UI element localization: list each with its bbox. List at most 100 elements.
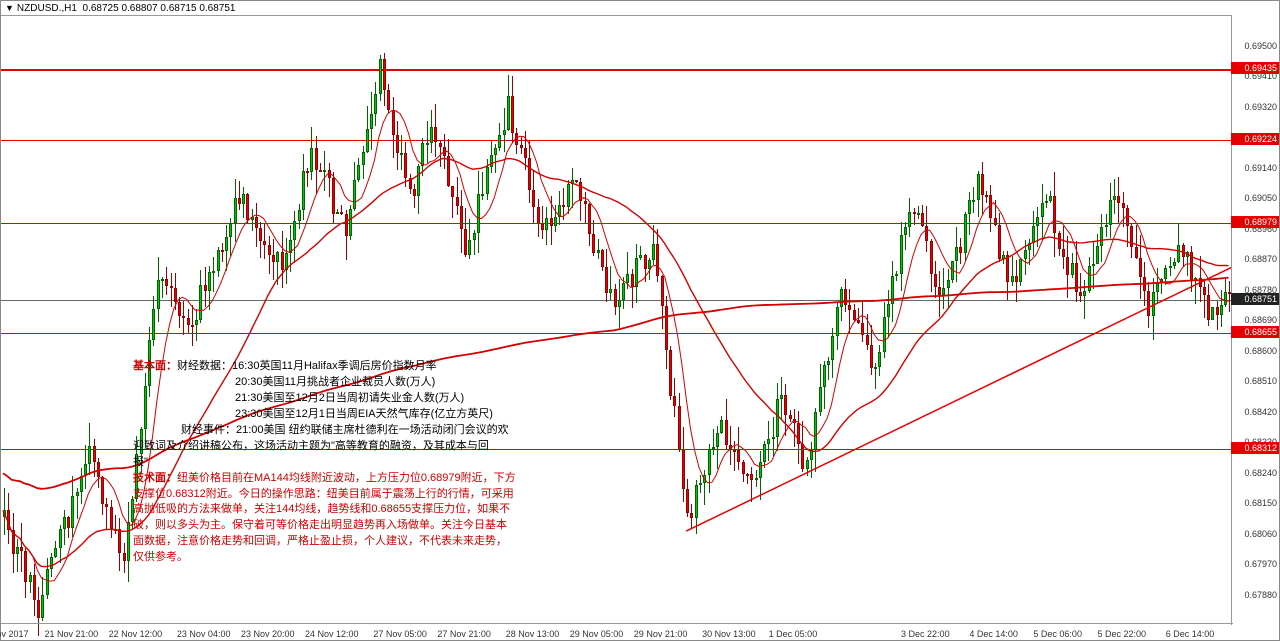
candle [1117, 177, 1120, 223]
candle [1152, 278, 1155, 340]
candle [874, 363, 877, 388]
candle [396, 121, 399, 170]
candle [699, 475, 702, 494]
x-tick: 27 Nov 05:00 [373, 629, 427, 639]
candle [767, 421, 770, 461]
candle [494, 144, 497, 173]
candle [114, 515, 117, 534]
candle [972, 187, 975, 213]
candle [541, 206, 544, 238]
candle [1075, 241, 1078, 302]
candle [1066, 236, 1069, 299]
candle [759, 451, 762, 500]
candle [242, 187, 245, 218]
candle [806, 457, 809, 476]
candle [528, 140, 531, 202]
candle [41, 577, 44, 621]
candle [686, 479, 689, 517]
candle [652, 225, 655, 264]
analysis-text-overlay: 基本面：财经数据：16:30英国11月Halifax季调后房价指数月率 20:3… [133, 359, 516, 566]
candle [76, 488, 79, 519]
candle [772, 417, 775, 455]
candle [814, 408, 817, 473]
candle [1049, 191, 1052, 203]
y-tick: 0.68150 [1244, 498, 1277, 508]
candle [507, 75, 510, 131]
y-tick: 0.68690 [1244, 315, 1277, 325]
candle [998, 213, 1001, 262]
candle [276, 251, 279, 285]
candle [968, 192, 971, 234]
candle [251, 209, 254, 230]
candle [789, 410, 792, 422]
candle [426, 121, 429, 163]
y-tick: 0.69140 [1244, 163, 1277, 173]
candle [853, 304, 856, 321]
candle [665, 296, 668, 369]
candle [1139, 235, 1142, 299]
candle [12, 513, 15, 573]
candle [938, 271, 941, 317]
candle [532, 171, 535, 224]
candle [392, 97, 395, 158]
candle [844, 279, 847, 312]
candle [54, 541, 57, 558]
chart-title: ▼ NZDUSD. , H1 0.68725 0.68807 0.68715 0… [1, 1, 235, 15]
x-tick: 5 Dec 22:00 [1097, 629, 1146, 639]
candle [7, 493, 10, 544]
dropdown-icon[interactable]: ▼ [5, 3, 14, 13]
candle [430, 110, 433, 153]
candle [20, 523, 23, 572]
candle [520, 136, 523, 154]
y-tick: 0.67880 [1244, 590, 1277, 600]
x-tick: 23 Nov 04:00 [177, 629, 231, 639]
candle [182, 301, 185, 336]
candle [191, 305, 194, 346]
candle [101, 476, 104, 516]
candle [234, 179, 237, 243]
candle [357, 158, 360, 182]
candle [797, 411, 800, 464]
x-tick: 1 Dec 05:00 [769, 629, 818, 639]
time-axis: 21 Nov 201721 Nov 21:0022 Nov 12:0023 No… [1, 623, 1233, 640]
candle [883, 302, 886, 358]
candle [763, 441, 766, 469]
candle [486, 159, 489, 200]
candle [1147, 282, 1150, 328]
candle [1130, 223, 1133, 258]
candle [1113, 179, 1116, 213]
candle [353, 162, 356, 211]
candle [1122, 192, 1125, 227]
candle [989, 185, 992, 232]
candle [861, 301, 864, 342]
candle [733, 441, 736, 471]
candle [1126, 205, 1129, 247]
price-level-label: 0.68655 [1231, 326, 1279, 338]
x-tick: 30 Nov 13:00 [702, 629, 756, 639]
ohlc-close: 0.68751 [199, 3, 235, 14]
candle [1006, 251, 1009, 300]
candle [460, 190, 463, 252]
price-axis: 0.695000.694100.693200.692300.691400.690… [1231, 15, 1279, 625]
candle [340, 205, 343, 215]
candle [695, 480, 698, 534]
x-tick: 24 Nov 12:00 [305, 629, 359, 639]
candle [503, 108, 506, 151]
candle [298, 204, 301, 229]
x-tick: 29 Nov 21:00 [634, 629, 688, 639]
candle [374, 82, 377, 125]
candle [964, 212, 967, 260]
candle [315, 136, 318, 194]
candle [123, 543, 126, 573]
candle [545, 207, 548, 246]
candle [456, 177, 459, 215]
candle [618, 279, 621, 328]
candle [105, 498, 108, 530]
candle [1190, 246, 1193, 292]
candle [614, 284, 617, 315]
candle [690, 504, 693, 528]
candle [746, 473, 749, 485]
candle [59, 525, 62, 564]
x-tick: 3 Dec 22:00 [901, 629, 950, 639]
candle [750, 467, 753, 502]
